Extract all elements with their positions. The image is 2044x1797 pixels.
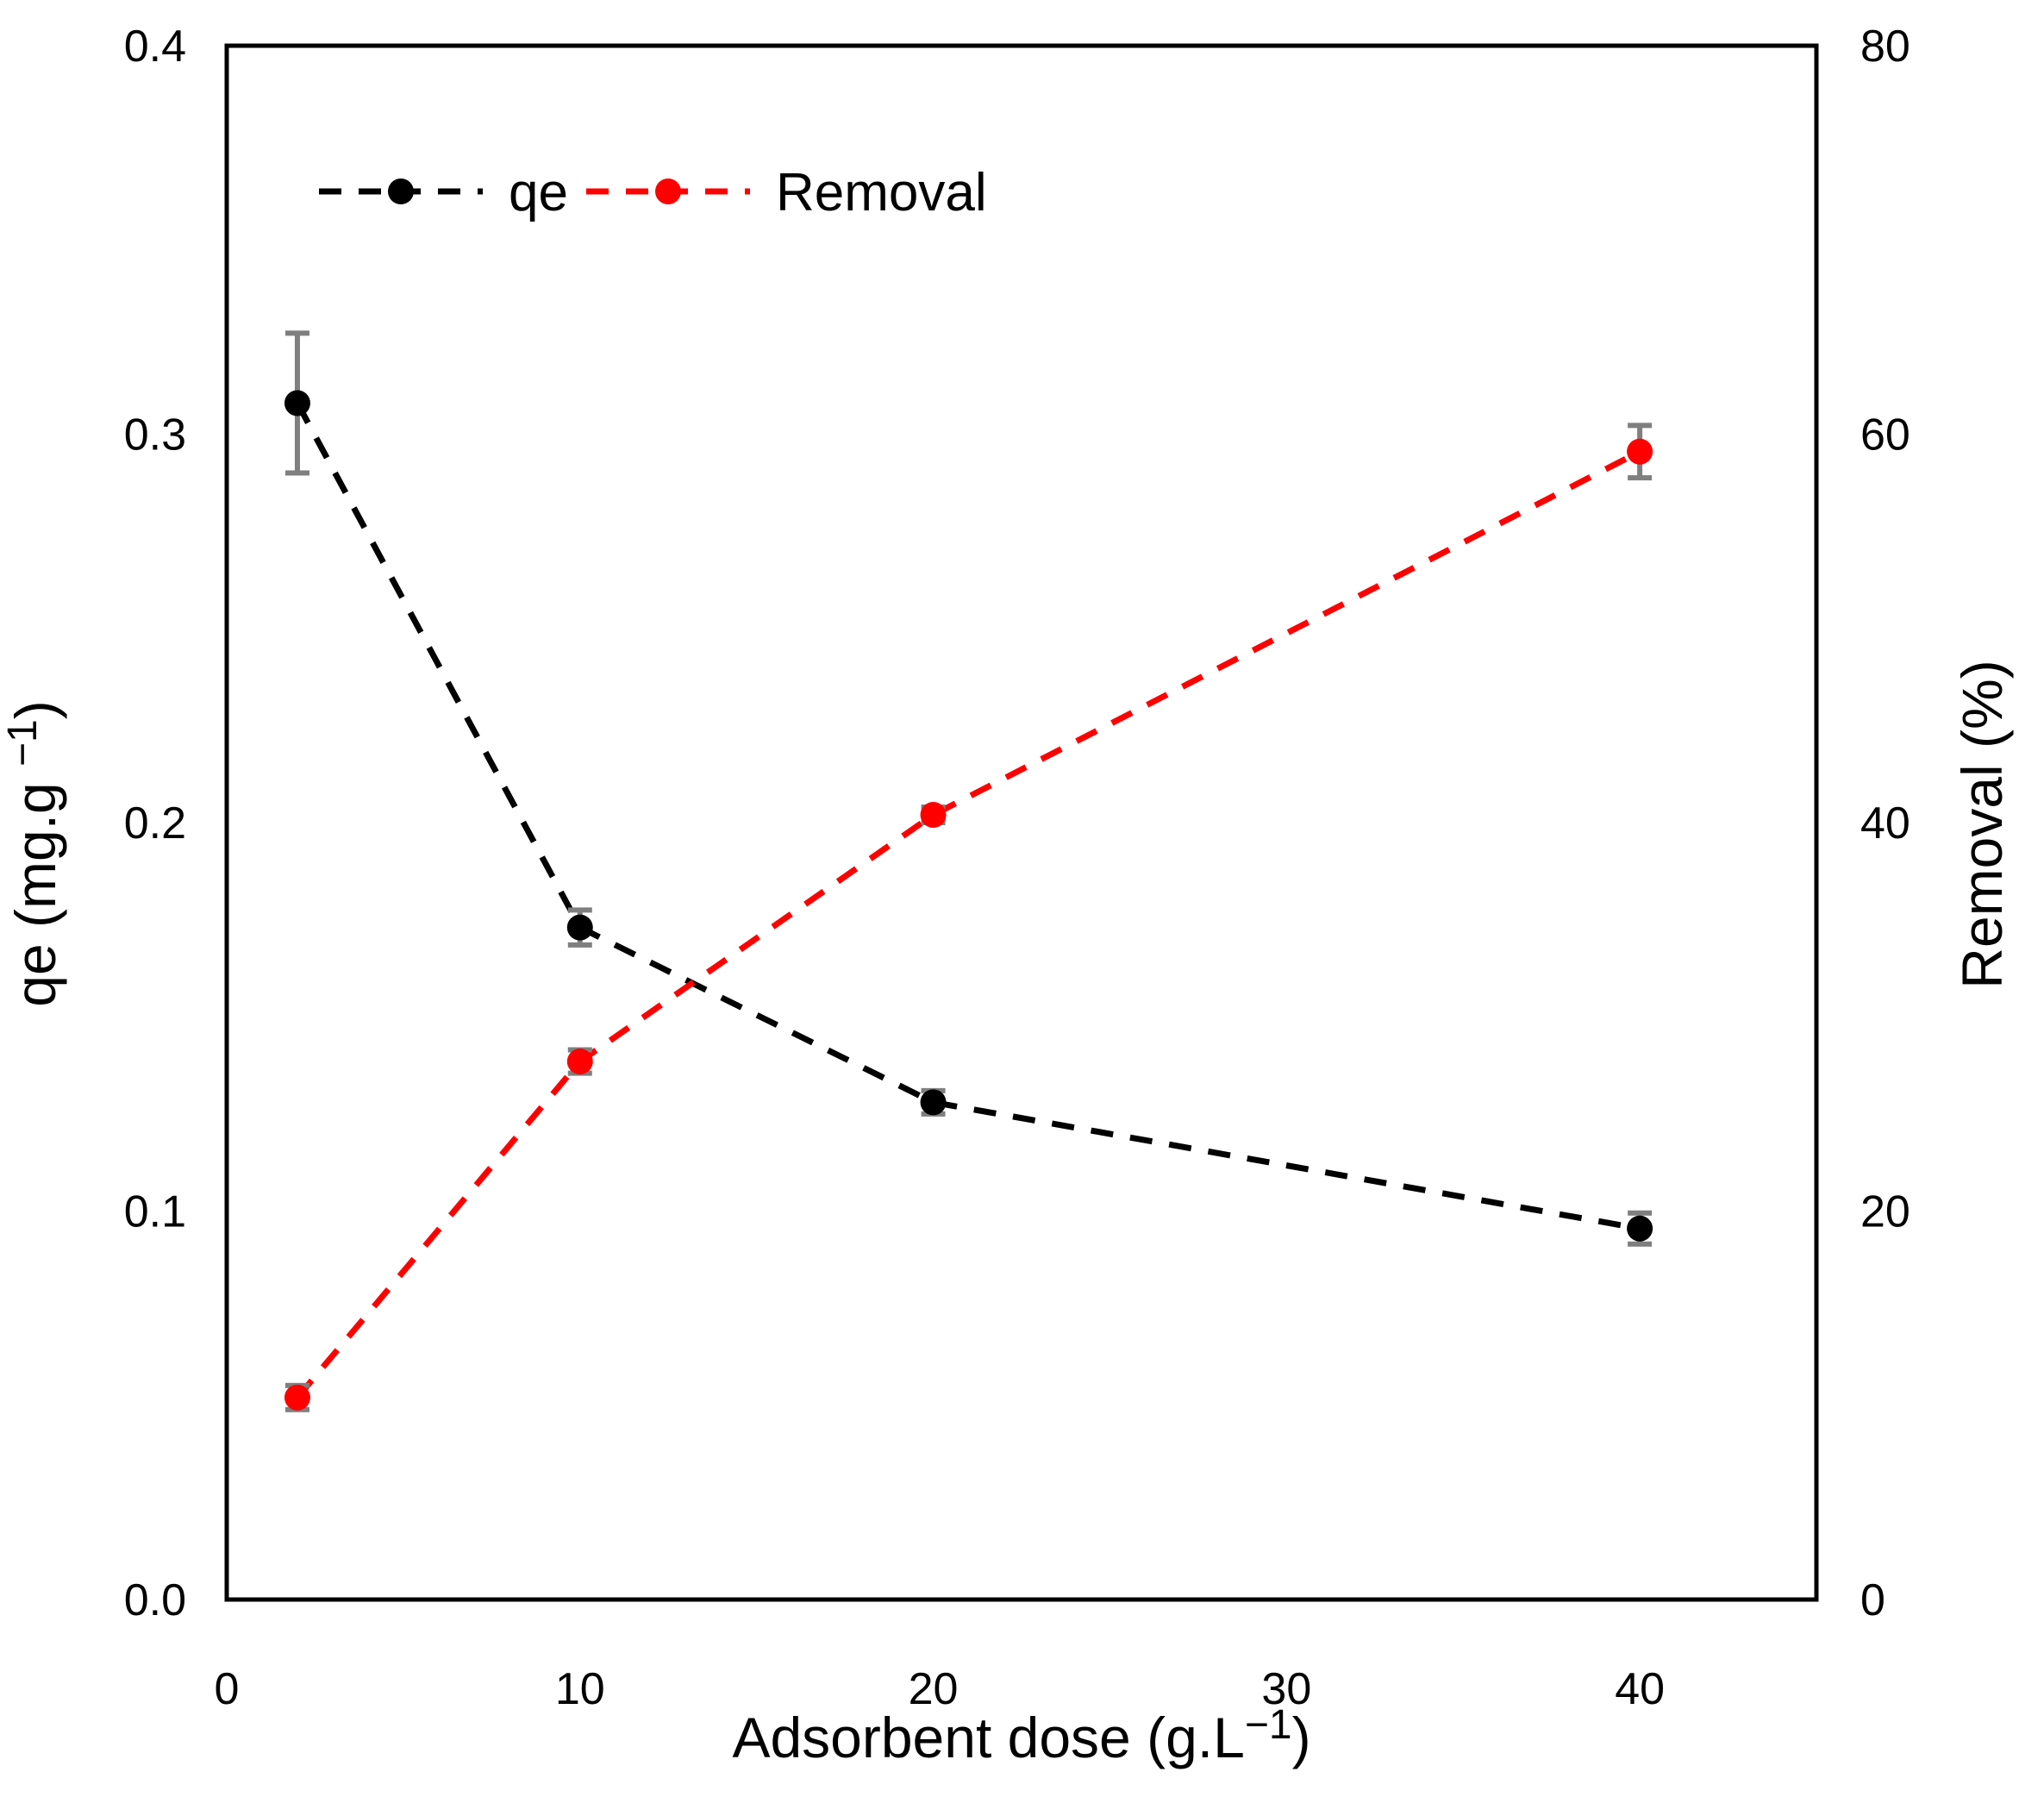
series-removal-line [295, 448, 1641, 1399]
y-left-axis-title: qe (mg.g −1) [0, 700, 67, 1007]
series-removal-marker [566, 1049, 593, 1075]
legend-item-qe [319, 178, 483, 204]
plot-area-group: 0 10 20 30 40 0.0 0.1 0.2 0.3 0.4 0 20 40 60 80 Adsorbe… [0, 22, 2014, 1769]
series-qe-marker [284, 390, 310, 416]
x-tick-label: 40 [1615, 1664, 1665, 1714]
legend-label-removal: Removal [776, 163, 987, 222]
legend-sample-marker [388, 178, 414, 204]
legend-item-removal [586, 178, 750, 204]
y-left-tick-label: 0.2 [124, 798, 186, 848]
y-right-tick-label: 40 [1860, 798, 1910, 848]
series-qe-marker [920, 1089, 947, 1116]
legend: qe Removal [509, 163, 987, 222]
y-left-tick-label: 0.0 [124, 1575, 186, 1625]
x-tick-label: 20 [909, 1664, 959, 1714]
y-right-tick-label: 60 [1860, 410, 1910, 460]
series-removal-marker [1627, 438, 1653, 465]
x-axis-title: Adsorbent dose (g.L−1) [732, 1702, 1310, 1769]
x-tick-label: 0 [215, 1664, 240, 1714]
y-right-tick-label: 0 [1860, 1575, 1885, 1625]
y-right-tick-label: 20 [1860, 1187, 1910, 1237]
plot-frame [224, 43, 1819, 1602]
y-left-tick-label: 0.3 [124, 410, 186, 460]
x-tick-label: 30 [1261, 1664, 1311, 1714]
series-qe-line [294, 401, 1641, 1232]
y-left-tick-label: 0.1 [124, 1187, 186, 1237]
legend-sample-marker [655, 178, 681, 204]
series-removal-marker [920, 801, 947, 828]
y-right-axis-title: Removal (%) [1950, 660, 2014, 988]
x-tick-label: 10 [555, 1664, 605, 1714]
y-right-tick-label: 80 [1860, 22, 1910, 72]
legend-label-qe: qe [509, 163, 568, 222]
y-left-tick-label: 0.4 [124, 22, 186, 72]
series-removal-marker [284, 1384, 310, 1411]
series-qe-marker [566, 914, 593, 941]
series-qe-marker [1627, 1215, 1653, 1242]
